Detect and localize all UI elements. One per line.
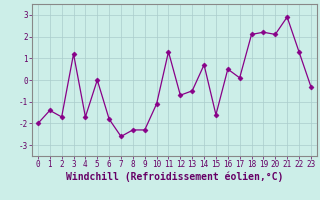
X-axis label: Windchill (Refroidissement éolien,°C): Windchill (Refroidissement éolien,°C) — [66, 172, 283, 182]
